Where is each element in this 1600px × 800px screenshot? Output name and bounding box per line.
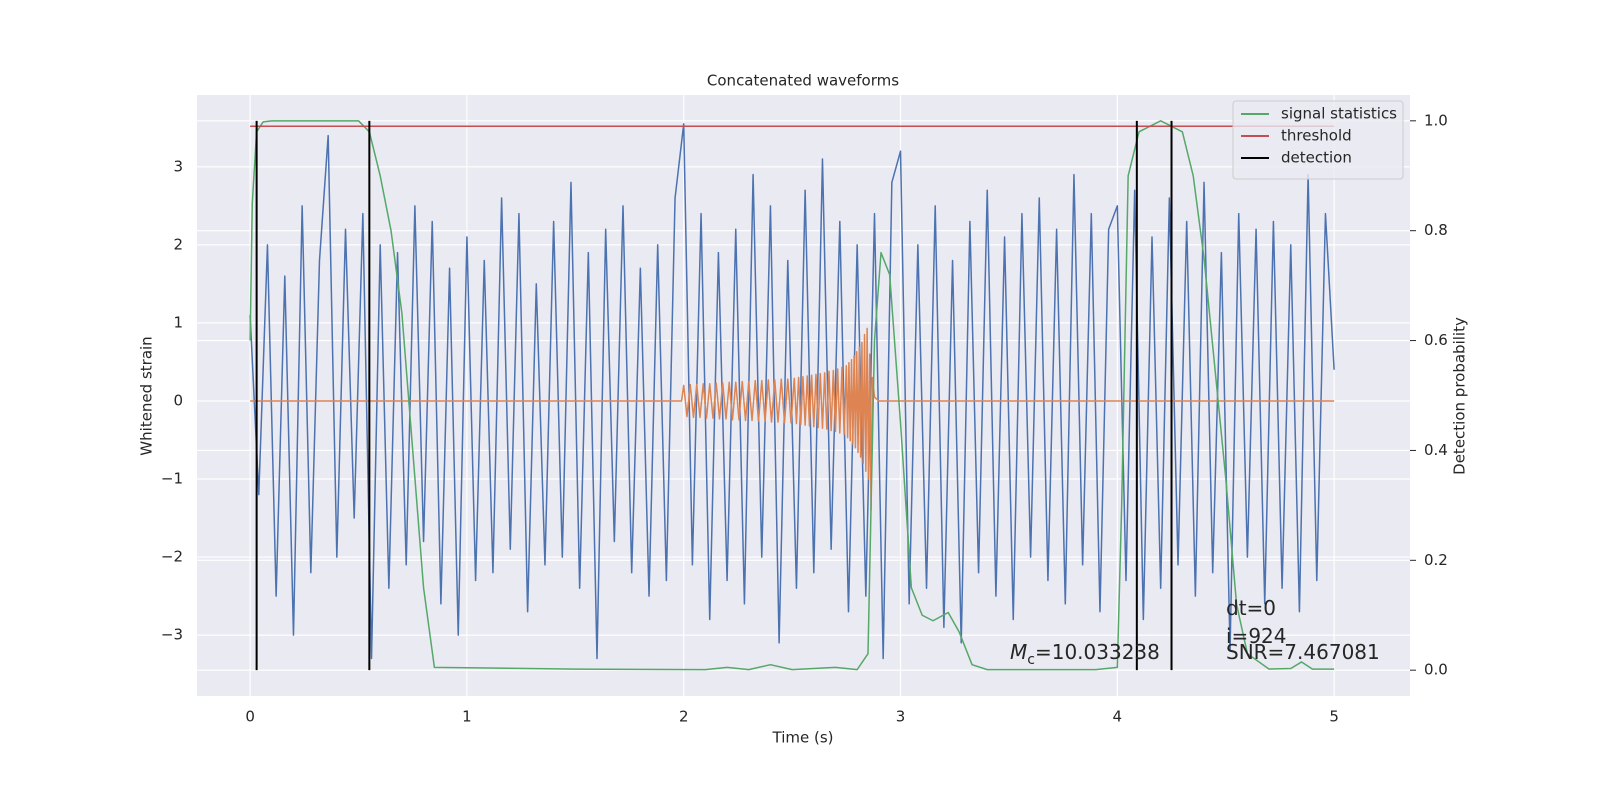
legend-label: detection — [1281, 149, 1352, 167]
y2-axis-label: Detection probability — [1451, 317, 1469, 475]
y2-tick-label: 0.4 — [1424, 441, 1448, 459]
x-tick-label: 0 — [245, 708, 255, 726]
mass-annotation: Mc=10.033238 — [1010, 640, 1160, 668]
annotation: dt=0 — [1226, 596, 1276, 620]
mass-symbol: M — [1010, 640, 1027, 664]
y-tick-label: −3 — [161, 626, 183, 644]
mass-subscript: c — [1027, 652, 1035, 668]
annotation: SNR=7.467081 — [1226, 640, 1380, 664]
y-tick-label: 2 — [173, 235, 183, 253]
waveform-line — [249, 123, 1335, 660]
annotation: i=924 — [1226, 624, 1287, 648]
y-tick-label: 1 — [173, 313, 183, 331]
y-tick-label: 0 — [173, 391, 183, 409]
y2-tick-label: 0.8 — [1424, 221, 1448, 239]
y-tick-label: −1 — [161, 470, 183, 488]
signal-statistics-line — [249, 120, 1335, 671]
y-tick-label: −2 — [161, 548, 183, 566]
x-tick-label: 3 — [896, 708, 906, 726]
waveform-line — [250, 327, 1335, 511]
legend-label: threshold — [1281, 127, 1352, 145]
x-tick-label: 4 — [1113, 708, 1123, 726]
legend-box — [1232, 100, 1404, 180]
y2-tick-label: 0.6 — [1424, 331, 1448, 349]
x-tick-label: 2 — [679, 708, 689, 726]
y-tick-label: 3 — [173, 157, 183, 175]
y2-tick-label: 0.2 — [1424, 551, 1448, 569]
x-tick-label: 1 — [462, 708, 472, 726]
x-tick-label: 5 — [1329, 708, 1339, 726]
chart-title: Concatenated waveforms — [707, 72, 899, 90]
y2-tick-label: 0.0 — [1424, 661, 1448, 679]
x-axis-label: Time (s) — [772, 729, 834, 747]
mass-value: =10.033238 — [1035, 640, 1160, 664]
y-axis-label: Whitened strain — [138, 336, 156, 455]
legend-label: signal statistics — [1281, 105, 1397, 123]
y2-tick-label: 1.0 — [1424, 111, 1448, 129]
